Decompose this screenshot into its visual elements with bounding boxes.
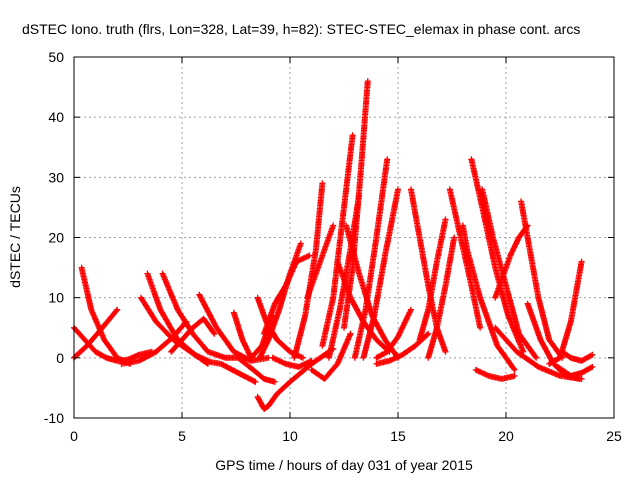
- data-series: [269, 354, 315, 370]
- data-points-arc: [459, 222, 518, 373]
- data-points-arc: [492, 324, 585, 382]
- data-series: [546, 258, 585, 367]
- data-points-arc: [472, 366, 518, 382]
- data-series: [200, 357, 259, 385]
- data-points-arc: [373, 330, 432, 367]
- y-tick-label: 40: [48, 109, 64, 125]
- data-series: [159, 270, 242, 361]
- data-points-arc: [196, 291, 272, 364]
- data-points-arc: [78, 264, 134, 367]
- data-points-arc: [559, 348, 596, 364]
- data-points-arc: [373, 306, 414, 361]
- x-tick-label: 10: [282, 428, 298, 444]
- x-tick-label: 5: [178, 428, 186, 444]
- data-points-arc: [138, 294, 211, 367]
- data-series: [459, 222, 518, 373]
- data-points-arc: [546, 258, 585, 367]
- data-series: [168, 315, 218, 355]
- data-series: [416, 216, 449, 343]
- data-points-arc: [319, 132, 356, 349]
- data-points-arc: [416, 216, 449, 343]
- y-tick-label: 50: [48, 49, 64, 65]
- data-series: [492, 222, 531, 301]
- data-series: [479, 186, 540, 361]
- y-tick-label: -10: [44, 410, 64, 426]
- data-series: [291, 180, 326, 361]
- data-series: [254, 345, 337, 412]
- data-points-arc: [351, 156, 391, 361]
- data-series: [492, 324, 585, 382]
- data-series: [472, 366, 518, 382]
- data-points-arc: [308, 330, 354, 382]
- data-points-arc: [159, 270, 242, 361]
- data-points-arc: [254, 345, 337, 412]
- grid: [74, 57, 614, 418]
- data-series: [308, 330, 354, 382]
- data-points-arc: [261, 252, 313, 337]
- data-series: [196, 291, 272, 364]
- data-points-arc: [479, 186, 540, 361]
- data-series: [373, 306, 414, 361]
- y-tick-label: 0: [56, 350, 64, 366]
- data-points-arc: [408, 186, 449, 355]
- data-points: [71, 78, 596, 412]
- data-points-arc: [425, 234, 458, 361]
- x-tick-label: 25: [606, 428, 622, 444]
- y-tick-label: 10: [48, 290, 64, 306]
- data-series: [78, 264, 134, 367]
- data-series: [304, 222, 337, 301]
- data-points-arc: [334, 258, 393, 355]
- chart-title: dSTEC Iono. truth (flrs, Lon=328, Lat=39…: [22, 21, 580, 37]
- data-points-arc: [269, 354, 315, 370]
- x-axis-label: GPS time / hours of day 031 of year 2015: [215, 457, 473, 473]
- data-points-arc: [518, 198, 566, 361]
- data-series: [446, 186, 484, 331]
- data-points-arc: [235, 354, 278, 385]
- data-series: [518, 198, 566, 361]
- data-series: [261, 252, 313, 337]
- data-series: [351, 156, 391, 361]
- data-points-arc: [200, 357, 259, 385]
- x-tick-label: 0: [70, 428, 78, 444]
- data-series: [408, 186, 449, 355]
- data-series: [334, 258, 393, 355]
- data-points-arc: [291, 180, 326, 361]
- data-series: [235, 354, 278, 385]
- x-tick-label: 20: [498, 428, 514, 444]
- data-points-arc: [341, 78, 371, 331]
- data-series: [341, 78, 371, 331]
- data-points-arc: [492, 222, 531, 301]
- y-axis-label: dSTEC / TECUs: [7, 186, 23, 288]
- data-points-arc: [468, 156, 527, 355]
- data-points-arc: [168, 315, 218, 355]
- y-tick-label: 30: [48, 169, 64, 185]
- x-tick-label: 15: [390, 428, 406, 444]
- y-tick-label: 20: [48, 230, 64, 246]
- data-series: [138, 294, 211, 367]
- data-series: [425, 234, 458, 361]
- data-series: [373, 330, 432, 367]
- data-points-arc: [304, 222, 337, 301]
- data-points-arc: [446, 186, 484, 331]
- data-series: [559, 348, 596, 364]
- data-series: [319, 132, 356, 349]
- data-series: [468, 156, 527, 355]
- ticks: -10 0 10 20 30 40 50 0 5 10 15 20 25: [44, 49, 622, 444]
